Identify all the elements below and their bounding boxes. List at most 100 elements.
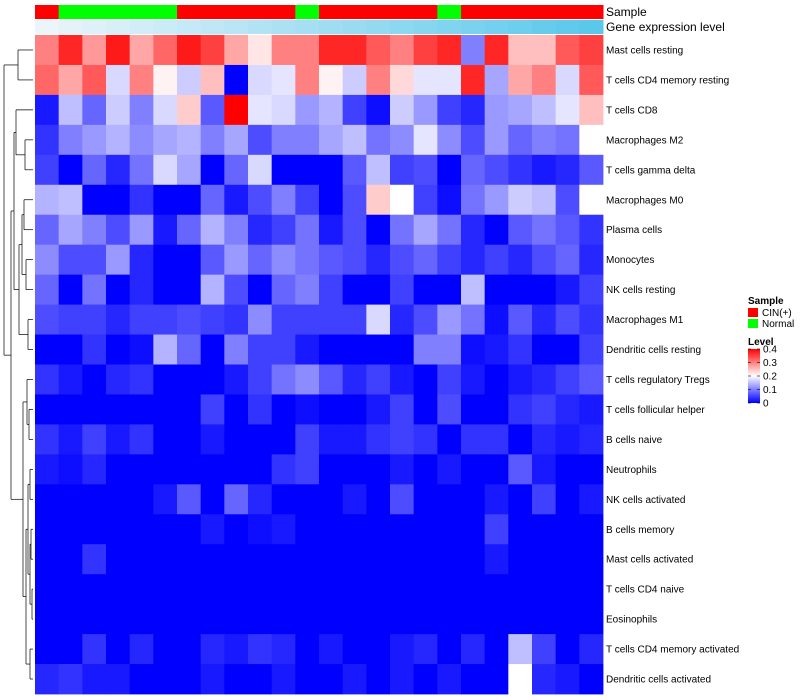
heatmap-cell bbox=[106, 35, 131, 66]
heatmap-cell bbox=[248, 544, 273, 575]
heatmap-cell bbox=[200, 274, 225, 305]
heatmap-cell bbox=[200, 184, 225, 216]
heatmap-cell bbox=[532, 364, 557, 395]
legend-swatch-cin bbox=[748, 308, 758, 317]
heatmap-cell bbox=[82, 364, 107, 395]
heatmap-cell bbox=[200, 244, 225, 276]
heatmap-cell bbox=[366, 304, 391, 335]
heatmap-cell bbox=[461, 394, 486, 425]
legend: Sample CIN(+) Normal Level 0.4 0.3 0.2 0.1 0 bbox=[748, 296, 794, 410]
sample-annotation-cell bbox=[437, 5, 462, 19]
heatmap-cell bbox=[295, 334, 320, 365]
heatmap-cell bbox=[271, 664, 296, 695]
heatmap-cell bbox=[177, 364, 202, 395]
heatmap-cell bbox=[555, 35, 580, 66]
heatmap-cell bbox=[153, 35, 178, 66]
sample-annotation-cell bbox=[82, 5, 107, 19]
heatmap-cell bbox=[224, 274, 249, 305]
heatmap-cell bbox=[413, 634, 438, 665]
row-label: Macrophages M0 bbox=[606, 195, 684, 206]
heatmap-cell bbox=[484, 454, 509, 485]
heatmap-cell bbox=[248, 394, 273, 425]
heatmap-cell bbox=[508, 334, 533, 365]
heatmap-cell bbox=[58, 154, 83, 186]
heatmap-cell bbox=[319, 64, 344, 96]
heatmap-cell bbox=[153, 454, 178, 485]
heatmap-cell bbox=[177, 94, 202, 126]
gene-expression-annotation-cell bbox=[129, 20, 154, 34]
heatmap-cell bbox=[248, 94, 273, 126]
heatmap-cell bbox=[319, 394, 344, 425]
heatmap-cell bbox=[555, 364, 580, 395]
heatmap-cell bbox=[508, 544, 533, 575]
heatmap-cell bbox=[153, 334, 178, 365]
row-label: Macrophages M1 bbox=[606, 315, 684, 326]
heatmap-cell bbox=[106, 274, 131, 305]
heatmap-cell bbox=[484, 514, 509, 545]
heatmap-cell bbox=[295, 484, 320, 515]
heatmap-cell bbox=[437, 574, 462, 605]
heatmap-cell bbox=[129, 424, 154, 455]
heatmap-cell bbox=[390, 634, 415, 665]
heatmap-cell bbox=[437, 124, 462, 156]
heatmap-cell bbox=[579, 244, 604, 276]
heatmap-cell bbox=[437, 484, 462, 515]
heatmap-cell bbox=[248, 304, 273, 335]
heatmap-cell bbox=[319, 424, 344, 455]
heatmap-cell bbox=[508, 364, 533, 395]
heatmap-cell bbox=[366, 124, 391, 156]
heatmap-cell bbox=[532, 184, 557, 216]
heatmap-cell bbox=[342, 484, 367, 515]
heatmap-cell bbox=[319, 124, 344, 156]
heatmap-cell bbox=[342, 154, 367, 186]
heatmap-cell bbox=[82, 334, 107, 365]
heatmap-cell bbox=[366, 574, 391, 605]
heatmap-cell bbox=[248, 35, 273, 66]
heatmap-cell bbox=[129, 604, 154, 635]
heatmap-cell bbox=[129, 154, 154, 186]
sample-annotation-cell bbox=[129, 5, 154, 19]
heatmap-cell bbox=[224, 154, 249, 186]
heatmap-cell bbox=[484, 364, 509, 395]
heatmap-cell bbox=[129, 244, 154, 276]
heatmap-cell bbox=[35, 364, 60, 395]
heatmap-cell bbox=[390, 574, 415, 605]
heatmap-cell bbox=[555, 94, 580, 126]
heatmap-cell bbox=[437, 634, 462, 665]
heatmap-cell bbox=[342, 244, 367, 276]
heatmap-cell bbox=[390, 64, 415, 96]
heatmap-cell bbox=[532, 664, 557, 695]
heatmap-cell bbox=[295, 364, 320, 395]
heatmap-cell bbox=[129, 124, 154, 156]
heatmap-cell bbox=[177, 544, 202, 575]
heatmap-cell bbox=[532, 124, 557, 156]
heatmap-cell bbox=[271, 124, 296, 156]
heatmap-cell bbox=[295, 64, 320, 96]
heatmap-cell bbox=[319, 35, 344, 66]
sample-annotation-cell bbox=[271, 5, 296, 19]
heatmap-cell bbox=[224, 334, 249, 365]
heatmap-cell bbox=[153, 64, 178, 96]
heatmap-cell bbox=[413, 304, 438, 335]
heatmap-cell bbox=[437, 664, 462, 695]
heatmap-cell bbox=[437, 544, 462, 575]
heatmap-cell bbox=[508, 454, 533, 485]
sample-annotation-cell bbox=[200, 5, 225, 19]
heatmap-cell bbox=[106, 454, 131, 485]
heatmap-cell bbox=[200, 64, 225, 96]
gene-expression-annotation-cell bbox=[224, 20, 249, 34]
heatmap-cell bbox=[271, 574, 296, 605]
heatmap-cell bbox=[555, 424, 580, 455]
heatmap-cell bbox=[106, 394, 131, 425]
heatmap-cell bbox=[508, 244, 533, 276]
heatmap-cell bbox=[342, 424, 367, 455]
heatmap-cell bbox=[82, 604, 107, 635]
heatmap-cell bbox=[106, 604, 131, 635]
sample-annotation-cell bbox=[35, 5, 60, 19]
heatmap-cell bbox=[390, 394, 415, 425]
heatmap-cell bbox=[153, 574, 178, 605]
heatmap-cell bbox=[153, 94, 178, 126]
gene-expression-annotation-cell bbox=[106, 20, 131, 34]
heatmap-cell bbox=[35, 35, 60, 66]
row-labels: Mast cells resting T cells CD4 memory res… bbox=[606, 45, 739, 685]
